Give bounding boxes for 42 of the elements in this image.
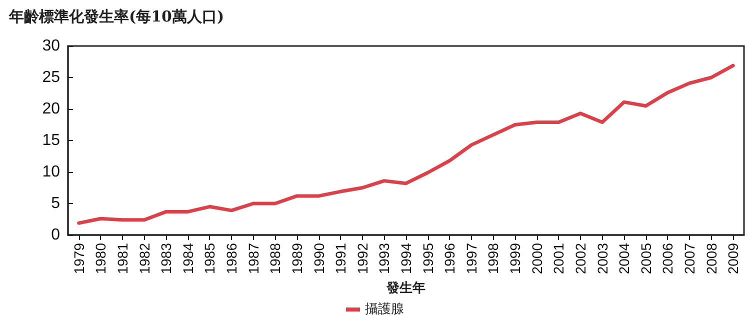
line-series [77,64,735,225]
x-tick-label: 2004 [616,242,632,274]
x-tick-label: 1984 [180,242,196,274]
x-tick-label: 2001 [550,242,567,274]
x-tick-label: 1999 [507,242,524,274]
x-tick-label: 1985 [202,242,218,274]
x-tick-label: 1993 [376,242,392,274]
x-tick-label: 2005 [638,242,654,274]
x-tick-label: 1990 [310,242,327,274]
y-tick-label: 10 [42,164,60,180]
x-tick-label: 2002 [572,242,588,274]
x-tick-label: 1983 [158,242,174,274]
x-axis-title: 發生年 [386,281,426,296]
x-tick-label: 1987 [245,242,262,274]
y-tick-label: 15 [42,132,60,149]
y-tick-label: 20 [42,100,60,118]
chart-title: 年齡標準化發生率(每10萬人口) [8,8,224,26]
x-tick-label: 1995 [420,242,436,274]
y-tick-label: 0 [51,226,60,244]
x-tick-label: 1992 [354,242,370,274]
x-tick-label: 2000 [528,242,545,274]
x-tick-label: 1989 [288,242,305,274]
legend-label: 攝護腺 [365,302,404,317]
x-tick-label: 1986 [224,242,240,274]
x-tick-label: 1980 [92,242,109,274]
x-tick-label: 1997 [463,242,480,274]
y-tick-label: 5 [51,195,60,212]
x-tick-label: 1988 [267,242,284,274]
x-tick-label: 2008 [703,242,720,274]
x-tick-label: 1996 [442,242,458,274]
x-tick-label: 2007 [681,242,698,274]
x-tick-label: 1981 [114,242,131,274]
x-tick-label: 1979 [70,242,87,274]
x-tick-label: 1982 [136,242,152,274]
x-tick-label: 1994 [398,242,414,274]
x-tick-label: 2009 [725,242,742,274]
y-tick-label: 25 [42,69,60,86]
x-tick-label: 2003 [594,242,610,274]
x-tick-label: 1998 [485,242,502,274]
y-tick-label: 30 [42,38,60,54]
x-tick-label: 1991 [332,242,349,274]
x-tick-label: 2006 [660,242,676,274]
